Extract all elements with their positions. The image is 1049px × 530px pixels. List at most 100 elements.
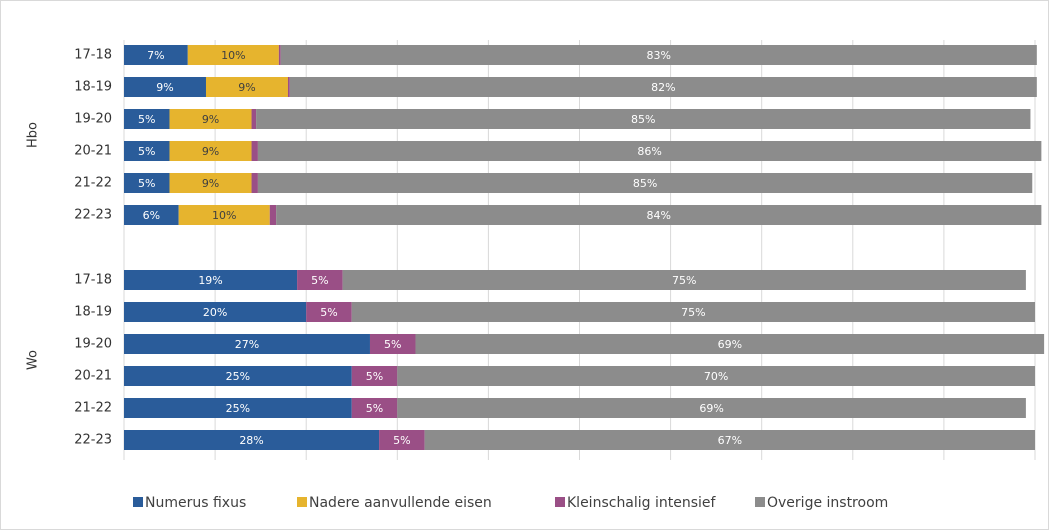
bar-segment [124, 45, 188, 65]
bar-segment [369, 334, 416, 354]
bar-segment [169, 109, 252, 129]
bar-segment [124, 141, 170, 161]
y-tick-label: 19-20 [74, 112, 112, 127]
bar-segment [351, 302, 1035, 322]
bar-segment [257, 173, 1033, 193]
bar-segment [280, 45, 1037, 65]
bar-segment [187, 45, 279, 65]
bar-segment [351, 398, 398, 418]
bar-segment [269, 205, 277, 225]
bar-segment [251, 141, 258, 161]
data-label: 10% [221, 49, 245, 62]
bar-segment [124, 205, 179, 225]
data-label: 83% [647, 49, 671, 62]
data-label: 70% [704, 370, 728, 383]
y-tick-label: 17-18 [74, 48, 112, 63]
bar-segment [289, 77, 1037, 97]
data-label: 5% [393, 434, 410, 447]
data-label: 69% [699, 402, 723, 415]
bar-segment [124, 77, 206, 97]
data-label: 75% [681, 306, 705, 319]
data-label: 7% [147, 49, 164, 62]
bar-segment [342, 270, 1026, 290]
bar-segment [124, 302, 307, 322]
bar-segment [379, 430, 425, 450]
bar-segment [278, 45, 281, 65]
data-label: 82% [651, 81, 675, 94]
bar-segment [257, 141, 1042, 161]
bar-segment [251, 173, 258, 193]
data-label: 20% [203, 306, 227, 319]
data-label: 25% [226, 402, 250, 415]
y-tick-label: 18-19 [74, 305, 112, 320]
bar-segment [124, 398, 352, 418]
legend-label: Numerus fixus [145, 495, 246, 511]
data-label: 5% [138, 113, 155, 126]
bar-segment [124, 334, 370, 354]
y-tick-label: 22-23 [74, 433, 112, 448]
bar-segment [424, 430, 1035, 450]
data-label: 5% [311, 274, 328, 287]
legend-swatch [755, 497, 765, 507]
bar-segment [256, 109, 1031, 129]
data-label: 5% [384, 338, 401, 351]
data-label: 5% [366, 370, 383, 383]
data-label: 69% [718, 338, 742, 351]
bar-segment [169, 141, 252, 161]
bar-segment [124, 173, 170, 193]
y-tick-label: 19-20 [74, 337, 112, 352]
bar-segment [276, 205, 1042, 225]
data-label: 28% [239, 434, 263, 447]
data-label: 6% [143, 209, 160, 222]
bar-segment [205, 77, 288, 97]
y-tick-label: 17-18 [74, 273, 112, 288]
legend-swatch [133, 497, 143, 507]
legend-label: Kleinschalig intensief [567, 495, 717, 511]
data-label: 85% [631, 113, 655, 126]
data-label: 67% [718, 434, 742, 447]
bar-segment [124, 109, 170, 129]
bar-segment [397, 398, 1026, 418]
bar-segment [287, 77, 290, 97]
data-label: 10% [212, 209, 236, 222]
data-label: 9% [156, 81, 173, 94]
data-label: 19% [198, 274, 222, 287]
bar-segment [415, 334, 1045, 354]
data-label: 25% [226, 370, 250, 383]
data-label: 5% [366, 402, 383, 415]
data-label: 5% [138, 145, 155, 158]
group-label: Wo [26, 350, 41, 370]
data-label: 5% [320, 306, 337, 319]
data-label: 27% [235, 338, 259, 351]
y-tick-label: 20-21 [74, 144, 112, 159]
bar-segment [169, 173, 252, 193]
data-label: 9% [202, 113, 219, 126]
bar-segment [351, 366, 398, 386]
data-label: 86% [637, 145, 661, 158]
bar-segment [124, 366, 352, 386]
y-tick-label: 22-23 [74, 208, 112, 223]
group-label: Hbo [26, 122, 41, 148]
data-label: 9% [238, 81, 255, 94]
bar-segment [178, 205, 270, 225]
y-tick-label: 20-21 [74, 369, 112, 384]
bar-segment [124, 430, 380, 450]
data-label: 75% [672, 274, 696, 287]
y-tick-label: 21-22 [74, 401, 112, 416]
legend-swatch [297, 497, 307, 507]
legend-label: Nadere aanvullende eisen [309, 495, 492, 511]
legend-label: Overige instroom [767, 495, 888, 511]
bar-segment [124, 270, 298, 290]
data-label: 85% [633, 177, 657, 190]
legend-swatch [555, 497, 565, 507]
y-tick-label: 21-22 [74, 176, 112, 191]
data-label: 84% [647, 209, 671, 222]
bar-segment [251, 109, 257, 129]
bar-segment [397, 366, 1035, 386]
data-label: 5% [138, 177, 155, 190]
bar-segment [297, 270, 343, 290]
data-label: 9% [202, 177, 219, 190]
bar-segment [306, 302, 352, 322]
data-label: 9% [202, 145, 219, 158]
